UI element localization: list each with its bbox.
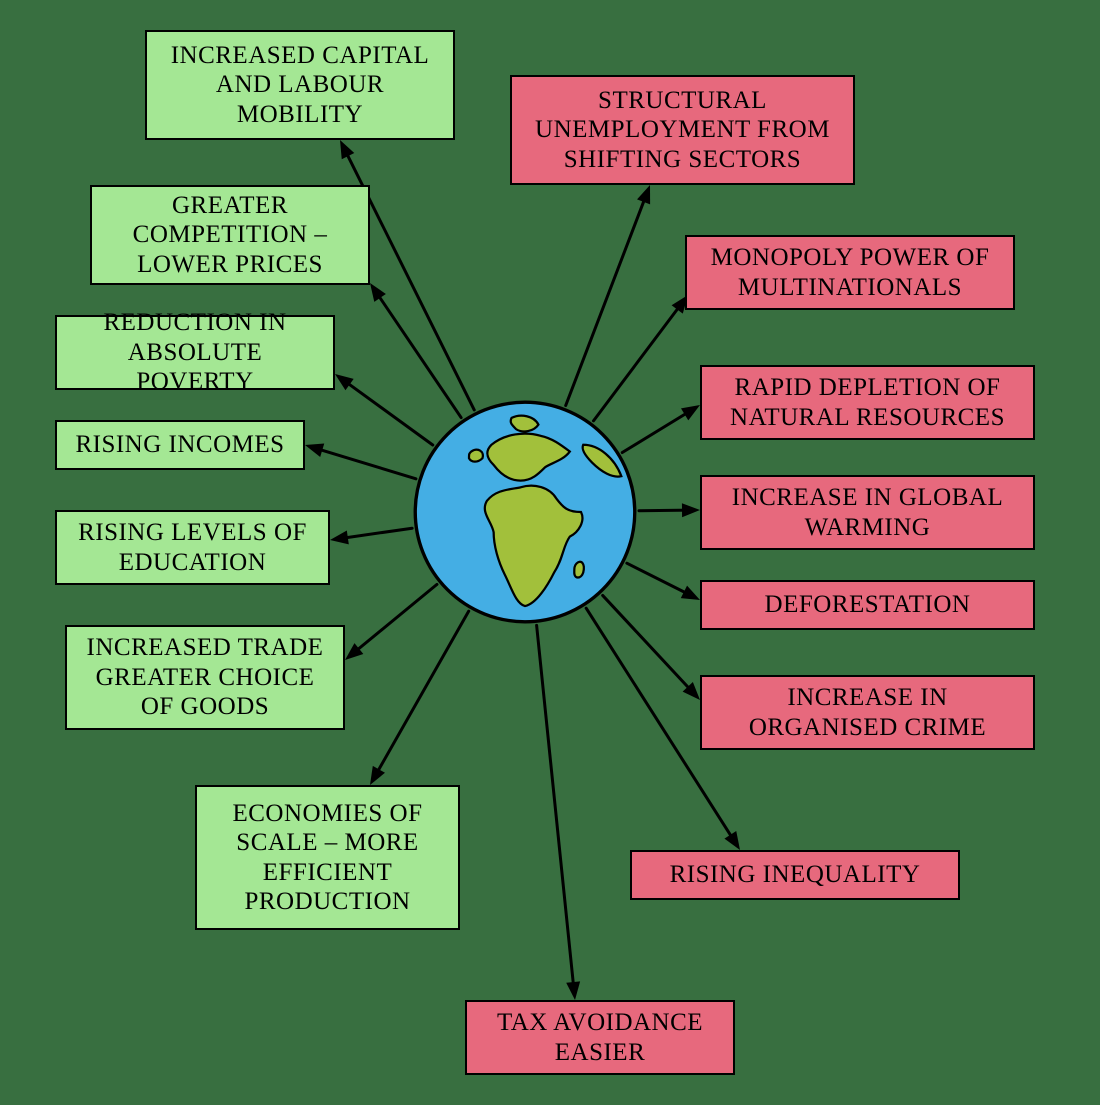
node-economies-scale: ECONOMIES OF SCALE – MORE EFFICIENT PROD… <box>195 785 460 930</box>
globe-icon <box>413 400 637 624</box>
node-monopoly: MONOPOLY POWER OF MULTINATIONALS <box>685 235 1015 310</box>
node-resources: RAPID DEPLETION OF NATURAL RESOURCES <box>700 365 1035 440</box>
node-crime: INCREASE IN ORGANISED CRIME <box>700 675 1035 750</box>
node-inequality: RISING INEQUALITY <box>630 850 960 900</box>
node-warming: INCREASE IN GLOBAL WARMING <box>700 475 1035 550</box>
node-competition: GREATER COMPETITION – LOWER PRICES <box>90 185 370 285</box>
node-tax: TAX AVOIDANCE EASIER <box>465 1000 735 1075</box>
node-deforestation: DEFORESTATION <box>700 580 1035 630</box>
node-education: RISING LEVELS OF EDUCATION <box>55 510 330 585</box>
node-incomes: RISING INCOMES <box>55 420 305 470</box>
node-capital-labour: INCREASED CAPITAL AND LABOUR MOBILITY <box>145 30 455 140</box>
node-trade: INCREASED TRADE GREATER CHOICE OF GOODS <box>65 625 345 730</box>
node-poverty: REDUCTION IN ABSOLUTE POVERTY <box>55 315 335 390</box>
node-structural-unemp: STRUCTURAL UNEMPLOYMENT FROM SHIFTING SE… <box>510 75 855 185</box>
diagram-stage: INCREASED CAPITAL AND LABOUR MOBILITY GRE… <box>0 0 1100 1105</box>
